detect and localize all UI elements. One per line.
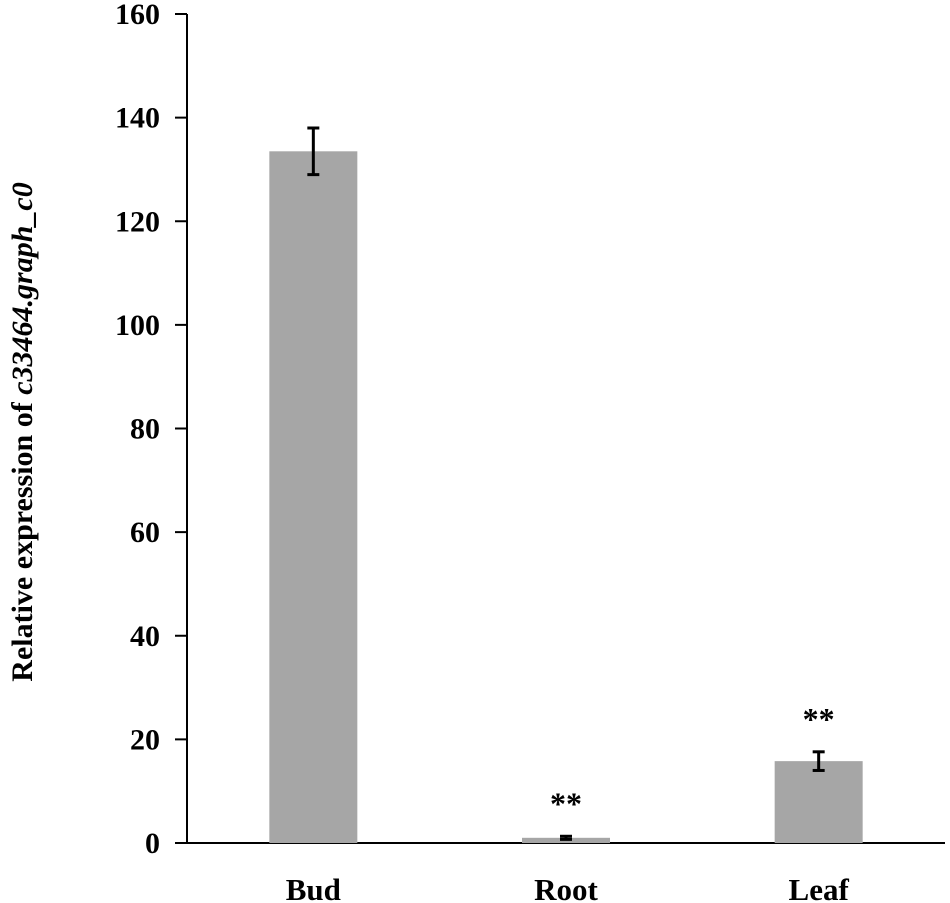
x-tick-label-leaf: Leaf <box>789 872 850 903</box>
error-bar-leaf <box>812 750 825 772</box>
y-axis-label-gene: c33464.graph_c0 <box>6 182 39 395</box>
y-axis-label: Relative expression of c33464.graph_c0 <box>6 182 39 681</box>
y-tick-label: 100 <box>115 309 160 342</box>
significance-mark-leaf: ** <box>803 701 835 737</box>
y-ticks: 0 20 40 60 80 100 120 140 160 <box>115 0 187 860</box>
bars <box>269 151 863 844</box>
significance-marks: ** ** <box>550 701 835 821</box>
y-tick-label: 120 <box>115 205 160 238</box>
x-axis: Bud Root Leaf <box>175 842 945 903</box>
x-tick-label-root: Root <box>534 872 598 903</box>
y-tick-label: 0 <box>145 827 160 860</box>
bar-leaf <box>774 761 863 843</box>
y-tick-label: 160 <box>115 0 160 31</box>
error-bars <box>307 126 825 841</box>
x-tick-label-bud: Bud <box>286 872 341 903</box>
y-tick-label: 80 <box>130 413 160 446</box>
y-tick-label: 20 <box>130 723 160 756</box>
y-tick-label: 140 <box>115 102 160 135</box>
x-tick-labels: Bud Root Leaf <box>286 872 850 903</box>
significance-mark-root: ** <box>550 785 582 821</box>
bar-bud <box>269 151 358 844</box>
y-axis-label-prefix: Relative expression of <box>6 395 39 682</box>
error-bar-root <box>560 834 572 841</box>
y-axis: 0 20 40 60 80 100 120 140 160 <box>115 0 188 860</box>
error-bar-bud <box>307 126 320 177</box>
y-tick-label: 40 <box>130 620 160 653</box>
y-tick-label: 60 <box>130 516 160 549</box>
